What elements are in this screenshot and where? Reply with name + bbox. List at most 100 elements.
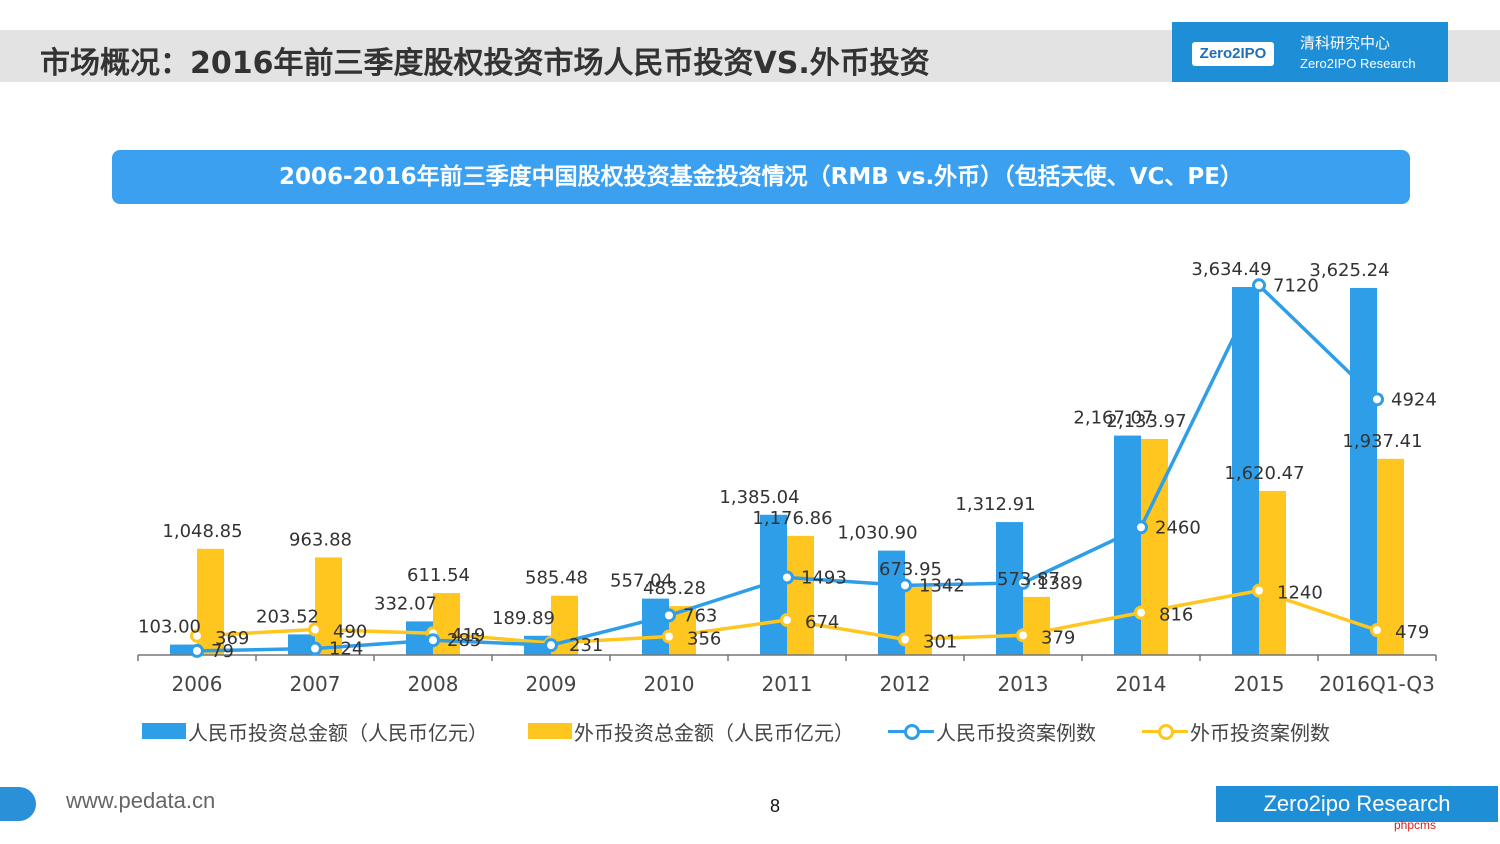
x-tick-label: 2016Q1-Q3 [1319,672,1435,696]
bar-rmb-amount [170,644,197,655]
chart-title: 2006-2016年前三季度中国股权投资基金投资情况（RMB vs.外币）（包括… [112,150,1410,204]
foreign-count-point [190,628,204,643]
rmb-count-point [898,578,912,593]
page-title: 市场概况：2016年前三季度股权投资市场人民币投资VS.外币投资 [40,46,930,81]
watermark: phpcms [1394,818,1437,832]
x-tick-label: 2008 [408,672,459,696]
data-label-rmb-count: 1342 [919,575,965,596]
data-label-foreign-amount: 611.54 [407,565,470,586]
foreign-count-point [1370,623,1384,638]
data-label-foreign-amount: 2,133.97 [1106,411,1186,432]
data-label-rmb-amount: 3,634.49 [1191,259,1271,280]
x-tick-label: 2011 [762,672,813,696]
bar-foreign-amount [1259,490,1286,655]
legend-swatch-rmb-amount [142,723,186,739]
x-tick-label: 2007 [290,672,341,696]
data-label-foreign-amount: 483.28 [643,578,706,599]
logo-badge: Zero2IPO [1192,42,1274,66]
bar-rmb-amount [1350,287,1377,655]
rmb-count-point [544,638,558,653]
data-label-rmb-amount: 103.00 [138,617,201,638]
rmb-count-point [662,608,676,623]
rmb-count-point [1370,392,1384,407]
data-label-foreign-count: 301 [923,631,957,652]
bar-foreign-amount [787,535,814,655]
data-label-foreign-count: 1240 [1277,583,1323,604]
data-label-rmb-amount: 3,625.24 [1309,260,1389,281]
legend-swatch-rmb-count [888,723,934,740]
data-label-rmb-amount: 2,167.07 [1073,408,1153,429]
data-label-rmb-count: 4924 [1391,389,1437,410]
rmb-count-point [308,641,322,656]
legend-swatch-foreign-count [1142,723,1188,740]
legend-label-foreign-amount: 外币投资总金额（人民币亿元） [574,720,854,745]
legend-swatch-foreign-amount [528,723,572,739]
data-label-rmb-amount: 557.04 [610,571,673,592]
legend-label-foreign-count: 外币投资案例数 [1190,720,1330,745]
footer-brand: Zero2ipo Research [1216,786,1498,822]
x-tick-label: 2010 [644,672,695,696]
data-label-rmb-amount: 1,312.91 [955,494,1035,515]
foreign-count-point [780,613,794,628]
data-label-rmb-amount: 332.07 [374,593,437,614]
rmb-count-point [780,570,794,585]
investment-chart: 2006 2007 2008 2009 2010 2011 2012 2013 2014 2015… [137,259,1437,696]
data-label-rmb-amount: 1,385.04 [719,487,799,508]
data-label-rmb-count: 1389 [1037,573,1083,594]
x-tick-label: 2009 [526,672,577,696]
rmb-count-point [190,643,204,658]
bar-foreign-amount [1377,458,1404,655]
brand-logo: Zero2IPO 清科研究中心 Zero2IPO Research [1172,22,1448,82]
logo-en-text: Zero2IPO Research [1300,56,1416,71]
legend-label-rmb-amount: 人民币投资总金额（人民币亿元） [188,720,488,745]
data-label-rmb-amount: 203.52 [256,606,319,627]
x-tick-label: 2013 [998,672,1049,696]
data-label-foreign-amount: 1,048.85 [162,521,242,542]
data-label-foreign-count: 816 [1159,605,1193,626]
foreign-count-point [1134,605,1148,620]
legend-item-foreign-amount: 外币投资总金额（人民币亿元） [528,716,854,746]
data-label-foreign-amount: 1,620.47 [1224,463,1304,484]
bar-rmb-amount [1114,435,1141,655]
legend-label-rmb-count: 人民币投资案例数 [936,720,1096,745]
data-label-foreign-amount: 1,937.41 [1342,431,1422,452]
data-label-rmb-count: 2460 [1155,517,1201,538]
data-label-rmb-count: 1493 [801,567,847,588]
data-label-rmb-count: 124 [329,639,363,660]
data-label-foreign-count: 356 [687,629,721,650]
data-label-foreign-amount: 673.95 [879,559,942,580]
data-label-foreign-count: 479 [1395,622,1429,643]
foreign-count-point [308,622,322,637]
bar-rmb-amount [642,598,669,655]
data-label-foreign-amount: 585.48 [525,568,588,589]
rmb-count-point [1016,575,1030,590]
rmb-count-point [1252,278,1266,293]
data-label-foreign-count: 419 [451,625,485,646]
data-label-rmb-count: 79 [211,641,234,662]
footer-tab [0,787,36,821]
data-label-rmb-amount: 189.89 [492,608,555,629]
data-label-foreign-count: 379 [1041,627,1075,648]
bar-foreign-amount [1023,596,1050,655]
data-label-foreign-amount: 573.87 [997,569,1060,590]
x-tick-label: 2012 [880,672,931,696]
rmb-count-point [426,633,440,648]
data-label-rmb-amount: 1,030.90 [837,523,917,544]
data-label-foreign-count: 490 [333,622,367,643]
data-label-rmb-count: 763 [683,605,717,626]
foreign-count-point [898,632,912,647]
data-label-rmb-count: 7120 [1273,275,1319,296]
footer-url[interactable]: www.pedata.cn [66,788,216,813]
rmb-count-point [1134,520,1148,535]
data-label-foreign-count: 369 [215,628,249,649]
page-number: 8 [770,796,781,816]
data-label-foreign-count: 231 [569,635,603,656]
foreign-count-point [662,629,676,644]
data-label-foreign-amount: 963.88 [289,529,352,550]
legend-item-rmb-count: 人民币投资案例数 [888,716,1096,746]
bar-foreign-amount [315,557,342,655]
data-label-foreign-count: 674 [805,612,839,633]
x-tick-label: 2014 [1116,672,1167,696]
foreign-count-point [1252,583,1266,598]
bar-foreign-amount [1141,438,1168,655]
